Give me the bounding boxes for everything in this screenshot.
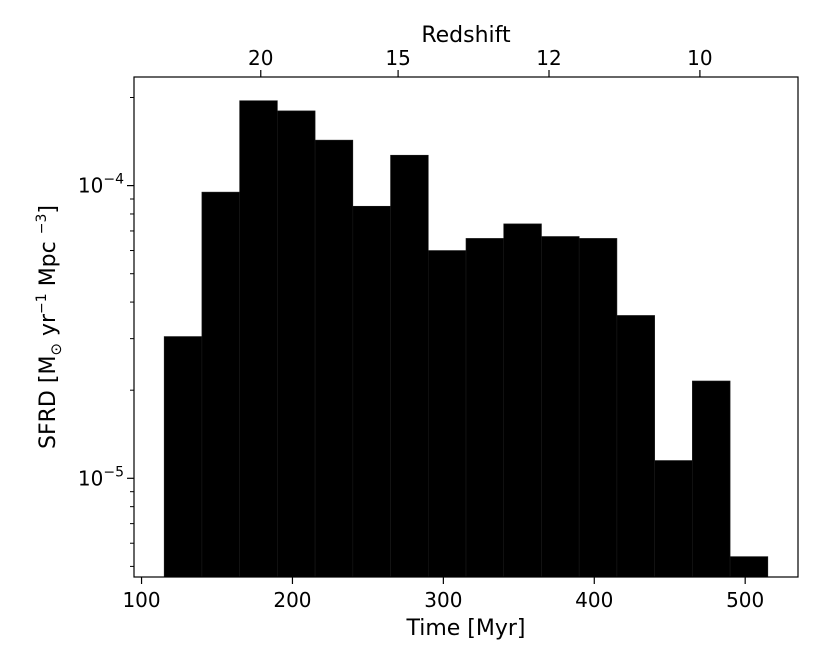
x-tick-label: 500 <box>726 588 764 612</box>
histogram-bar <box>201 191 240 578</box>
top-tick-label: 20 <box>248 46 273 70</box>
x-axis-label: Time [Myr] <box>405 616 525 641</box>
top-tick-label: 10 <box>687 46 712 70</box>
x-tick-label: 300 <box>424 588 462 612</box>
top-axis-ticks: 20 15 12 10 <box>248 46 713 77</box>
histogram-bar <box>390 154 429 578</box>
histogram-bar <box>503 223 542 578</box>
histogram-bar <box>692 380 731 578</box>
plot-frame <box>133 76 799 578</box>
histogram-bar <box>277 110 316 578</box>
histogram-bar <box>654 460 693 578</box>
histogram-bar <box>163 336 203 578</box>
histogram-bar <box>578 238 618 578</box>
x-tick-label: 100 <box>122 588 160 612</box>
histogram-bar <box>465 238 505 578</box>
top-axis-label: Redshift <box>421 23 511 48</box>
y-axis-ticks: 10−4 10−5 <box>78 96 134 567</box>
histogram-bar <box>616 315 655 578</box>
x-tick-label: 400 <box>575 588 613 612</box>
histogram-bar <box>314 139 354 578</box>
histogram-bars <box>163 100 769 578</box>
histogram-bar <box>541 236 580 578</box>
histogram-bar <box>729 556 769 578</box>
x-tick-label: 200 <box>273 588 311 612</box>
y-axis-label: SFRD [M⊙ yr−1 Mpc −3] <box>34 205 65 449</box>
y-tick-label: 10−5 <box>78 464 124 490</box>
top-tick-label: 15 <box>385 46 410 70</box>
histogram-bar <box>239 100 278 578</box>
y-tick-label: 10−4 <box>78 172 124 198</box>
x-axis-ticks: 100 200 300 400 500 <box>122 577 764 612</box>
top-tick-label: 12 <box>536 46 561 70</box>
histogram-bar <box>352 205 391 578</box>
histogram-bar <box>427 250 467 578</box>
